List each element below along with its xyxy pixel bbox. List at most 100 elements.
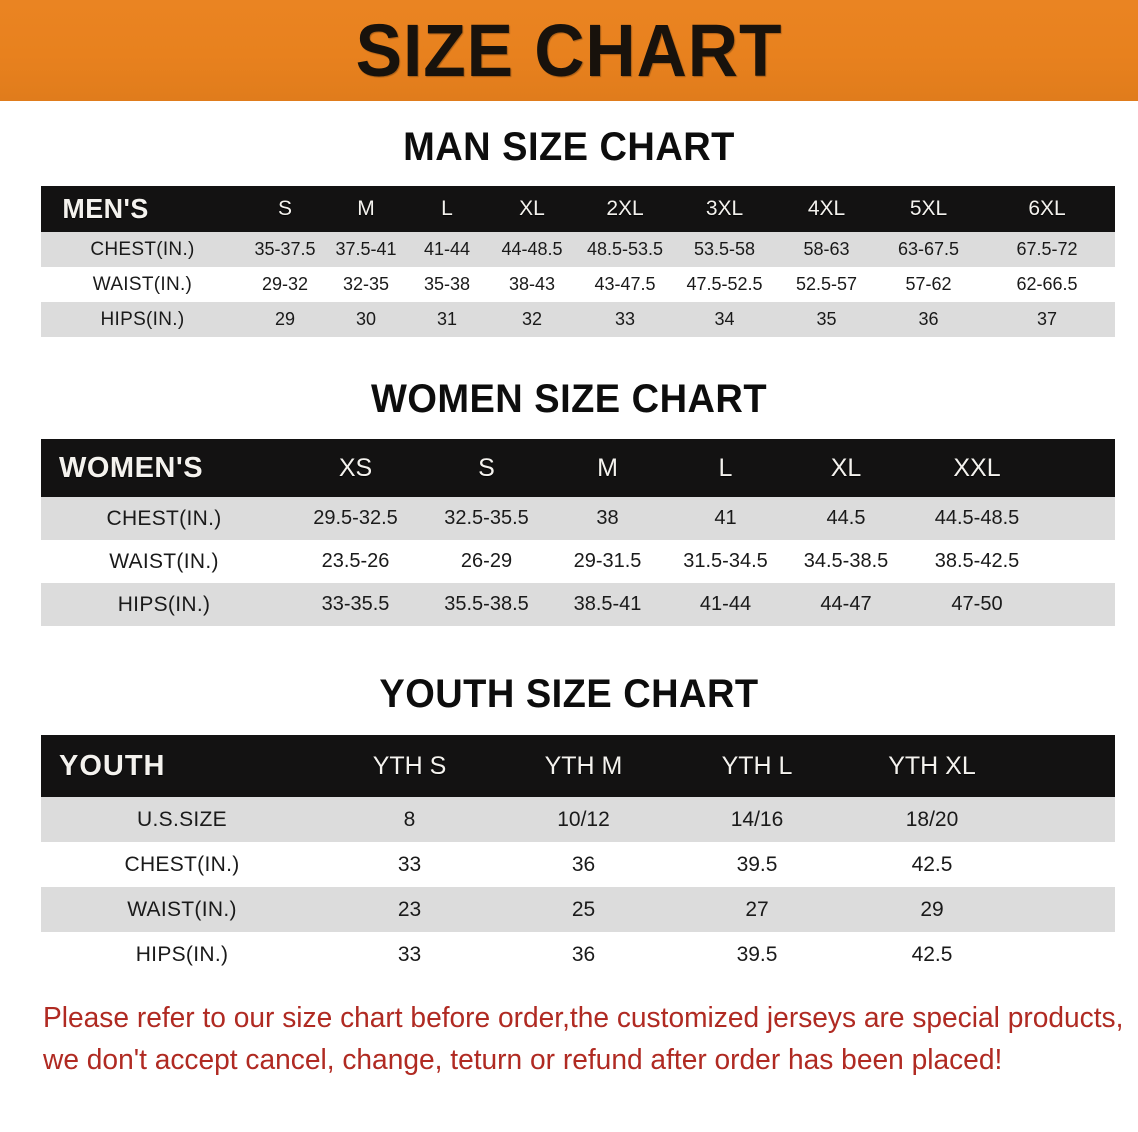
man-row-label-waist: WAIST(IN.) <box>41 267 244 302</box>
man-waist-l: 35-38 <box>406 267 488 302</box>
women-header-row: WOMEN'S XS S M L XL XXL <box>41 439 1115 497</box>
women-hips-pad <box>1047 583 1115 626</box>
women-chest-l: 41 <box>666 497 785 540</box>
youth-row-label-chest: CHEST(IN.) <box>41 842 323 887</box>
women-table-body: CHEST(IN.) 29.5-32.5 32.5-35.5 38 41 44.… <box>41 497 1115 626</box>
youth-section-heading: YOUTH SIZE CHART <box>379 672 759 716</box>
man-waist-2xl: 43-47.5 <box>576 267 674 302</box>
women-waist-xxl: 38.5-42.5 <box>907 540 1047 583</box>
youth-hips-l: 39.5 <box>671 932 843 977</box>
women-corner-label: WOMEN'S <box>59 451 204 484</box>
women-row-label-waist: WAIST(IN.) <box>41 540 287 583</box>
women-chest-pad <box>1047 497 1115 540</box>
man-col-6xl: 6XL <box>1028 197 1066 220</box>
table-row: CHEST(IN.) 33 36 39.5 42.5 <box>41 842 1115 887</box>
youth-chest-s: 33 <box>323 842 496 887</box>
page-banner: SIZE CHART <box>0 0 1138 101</box>
man-col-xl: XL <box>519 197 545 220</box>
man-col-5xl: 5XL <box>909 197 948 220</box>
man-chest-6xl: 67.5-72 <box>979 232 1115 267</box>
table-row: U.S.SIZE 8 10/12 14/16 18/20 <box>41 797 1115 842</box>
man-chest-l: 41-44 <box>406 232 488 267</box>
women-row-label-chest: CHEST(IN.) <box>41 497 287 540</box>
women-table-wrap: WOMEN'S XS S M L XL XXL CHEST(IN.) 29.5-… <box>41 439 1115 626</box>
man-hips-s: 29 <box>244 302 326 337</box>
youth-ussize-s: 8 <box>323 797 496 842</box>
youth-hips-m: 36 <box>496 932 671 977</box>
youth-waist-l: 27 <box>671 887 843 932</box>
women-chest-xxl: 44.5-48.5 <box>907 497 1047 540</box>
women-col-pad <box>1047 439 1115 497</box>
table-row: CHEST(IN.) 29.5-32.5 32.5-35.5 38 41 44.… <box>41 497 1115 540</box>
youth-table-head: YOUTH YTH S YTH M YTH L YTH XL <box>41 735 1115 797</box>
youth-hips-pad <box>1021 932 1115 977</box>
youth-table-wrap: YOUTH YTH S YTH M YTH L YTH XL U.S.SIZE … <box>41 735 1115 977</box>
youth-row-label-hips: HIPS(IN.) <box>41 932 323 977</box>
table-row: HIPS(IN.) 33-35.5 35.5-38.5 38.5-41 41-4… <box>41 583 1115 626</box>
man-row-label-chest: CHEST(IN.) <box>41 232 244 267</box>
youth-waist-m: 25 <box>496 887 671 932</box>
man-waist-5xl: 57-62 <box>878 267 979 302</box>
man-col-3xl: 3XL <box>705 197 744 220</box>
man-hips-m: 30 <box>326 302 406 337</box>
disclaimer-line-1: Please refer to our size chart before or… <box>43 1002 1124 1034</box>
man-hips-xl: 32 <box>488 302 576 337</box>
table-row: WAIST(IN.) 23.5-26 26-29 29-31.5 31.5-34… <box>41 540 1115 583</box>
man-waist-xl: 38-43 <box>488 267 576 302</box>
table-row: HIPS(IN.) 33 36 39.5 42.5 <box>41 932 1115 977</box>
women-row-label-hips: HIPS(IN.) <box>41 583 287 626</box>
youth-row-label-ussize: U.S.SIZE <box>41 797 323 842</box>
youth-ussize-l: 14/16 <box>671 797 843 842</box>
women-waist-xs: 23.5-26 <box>287 540 424 583</box>
youth-header-row: YOUTH YTH S YTH M YTH L YTH XL <box>41 735 1115 797</box>
women-waist-s: 26-29 <box>424 540 549 583</box>
women-waist-m: 29-31.5 <box>549 540 666 583</box>
women-table-head: WOMEN'S XS S M L XL XXL <box>41 439 1115 497</box>
youth-chest-m: 36 <box>496 842 671 887</box>
disclaimer-line-2: we don't accept cancel, change, teturn o… <box>43 1044 1003 1077</box>
women-waist-xl: 34.5-38.5 <box>785 540 907 583</box>
man-table-wrap: MEN'S S M L XL 2XL 3XL 4XL 5XL 6XL CHEST… <box>41 186 1115 337</box>
man-hips-3xl: 34 <box>674 302 775 337</box>
women-chest-s: 32.5-35.5 <box>424 497 549 540</box>
women-col-m: M <box>597 453 618 482</box>
youth-waist-pad <box>1021 887 1115 932</box>
youth-waist-s: 23 <box>323 887 496 932</box>
women-col-xl: XL <box>830 453 862 482</box>
youth-chest-pad <box>1021 842 1115 887</box>
youth-chest-xl: 42.5 <box>843 842 1021 887</box>
women-waist-l: 31.5-34.5 <box>666 540 785 583</box>
women-section-heading: WOMEN SIZE CHART <box>370 377 768 421</box>
youth-col-pad <box>1021 735 1115 797</box>
women-col-s: S <box>478 453 495 482</box>
man-waist-m: 32-35 <box>326 267 406 302</box>
man-col-l: L <box>441 197 453 220</box>
women-col-xxl: XXL <box>953 453 1001 482</box>
women-hips-s: 35.5-38.5 <box>424 583 549 626</box>
women-chest-m: 38 <box>549 497 666 540</box>
youth-size-table: YOUTH YTH S YTH M YTH L YTH XL U.S.SIZE … <box>41 735 1115 977</box>
youth-chest-l: 39.5 <box>671 842 843 887</box>
man-chest-s: 35-37.5 <box>244 232 326 267</box>
table-row: HIPS(IN.) 29 30 31 32 33 34 35 36 37 <box>41 302 1115 337</box>
man-col-m: M <box>357 197 375 220</box>
man-table-body: CHEST(IN.) 35-37.5 37.5-41 41-44 44-48.5… <box>41 232 1115 337</box>
man-chest-2xl: 48.5-53.5 <box>576 232 674 267</box>
man-hips-l: 31 <box>406 302 488 337</box>
women-col-xs: XS <box>338 453 373 482</box>
youth-hips-xl: 42.5 <box>843 932 1021 977</box>
youth-col-m: YTH M <box>544 751 623 780</box>
man-table-head: MEN'S S M L XL 2XL 3XL 4XL 5XL 6XL <box>41 186 1115 232</box>
youth-waist-xl: 29 <box>843 887 1021 932</box>
youth-col-l: YTH L <box>721 751 793 780</box>
man-col-4xl: 4XL <box>807 197 846 220</box>
youth-ussize-m: 10/12 <box>496 797 671 842</box>
man-hips-4xl: 35 <box>775 302 878 337</box>
women-size-table: WOMEN'S XS S M L XL XXL CHEST(IN.) 29.5-… <box>41 439 1115 626</box>
man-hips-2xl: 33 <box>576 302 674 337</box>
women-col-l: L <box>718 453 733 482</box>
disclaimer: Please refer to our size chart before or… <box>43 997 1124 1081</box>
youth-corner-label: YOUTH <box>59 749 166 782</box>
man-corner-label: MEN'S <box>62 193 149 224</box>
man-chest-3xl: 53.5-58 <box>674 232 775 267</box>
